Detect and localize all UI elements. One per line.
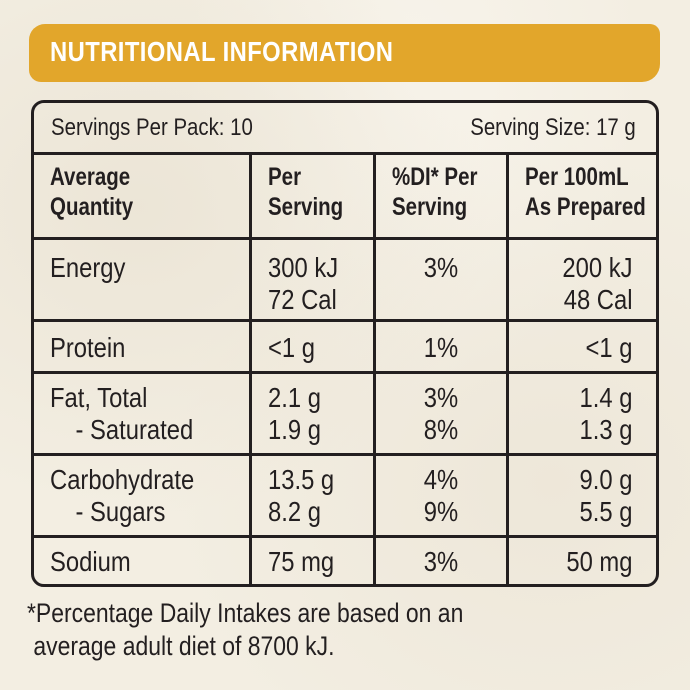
value: 1.4 g: [579, 381, 632, 413]
value: 13.5 g: [267, 463, 334, 495]
per-100ml-cell: 50 mg: [507, 536, 656, 584]
value: 9%: [423, 495, 458, 527]
value: 48 Cal: [563, 283, 632, 315]
value: 8.2 g: [267, 495, 321, 527]
footnote-line: average adult diet of 8700 kJ.: [27, 631, 335, 661]
per-serving-cell: 13.5 g 8.2 g: [250, 454, 376, 538]
header-row: Average Quantity Per Serving %DI* Per Se…: [34, 152, 656, 240]
per-serving-cell: 75 mg: [250, 536, 376, 584]
value: 1.9 g: [267, 413, 321, 445]
table-row: Carbohydrate - Sugars 13.5 g 8.2 g 4% 9%…: [34, 454, 656, 538]
header-text-line: Average: [50, 163, 131, 191]
table-row: Fat, Total - Saturated 2.1 g 1.9 g 3% 8%…: [34, 372, 656, 456]
footnote: *Percentage Daily Intakes are based on a…: [27, 597, 463, 663]
value: 3%: [423, 381, 458, 413]
value: 3%: [423, 545, 458, 577]
value: 5.5 g: [579, 495, 632, 527]
value: 50 mg: [565, 545, 632, 577]
nutrient-name: Carbohydrate: [50, 463, 195, 495]
header-di-per-serving: %DI* Per Serving: [374, 152, 509, 240]
table-row: Sodium 75 mg 3% 50 mg: [34, 536, 656, 584]
nutrient-label: Fat, Total - Saturated: [34, 372, 252, 456]
header-text-line: As Prepared: [524, 193, 646, 221]
header-text-line: Per 100mL: [524, 163, 629, 191]
value: 200 kJ: [561, 251, 632, 283]
nutrient-name: Protein: [50, 331, 126, 363]
nutrition-panel: Servings Per Pack: 10 Serving Size: 17 g…: [31, 100, 659, 587]
di-cell: 3%: [374, 536, 509, 584]
header-per-100ml: Per 100mL As Prepared: [507, 152, 656, 240]
header-text-line: Serving: [267, 193, 343, 221]
value: 4%: [423, 463, 458, 495]
value: 1%: [423, 331, 458, 363]
di-cell: 3% 8%: [374, 372, 509, 456]
value: 72 Cal: [267, 283, 337, 315]
value: <1 g: [267, 331, 315, 363]
value: 8%: [423, 413, 458, 445]
title-banner: NUTRITIONAL INFORMATION: [29, 24, 660, 82]
nutrition-table: Average Quantity Per Serving %DI* Per Se…: [34, 152, 656, 584]
nutrient-sub-name: - Saturated: [75, 413, 194, 445]
per-serving-cell: 2.1 g 1.9 g: [250, 372, 376, 456]
table-row: Protein <1 g 1% <1 g: [34, 320, 656, 374]
nutrient-name: Sodium: [50, 545, 131, 577]
di-cell: 4% 9%: [374, 454, 509, 538]
value: 3%: [423, 251, 458, 283]
per-serving-cell: 300 kJ 72 Cal: [250, 238, 376, 322]
per-100ml-cell: <1 g: [507, 320, 656, 374]
value: 2.1 g: [267, 381, 321, 413]
per-100ml-cell: 200 kJ 48 Cal: [507, 238, 656, 322]
value: 75 mg: [267, 545, 334, 577]
value: <1 g: [585, 331, 632, 363]
nutrient-label: Protein: [34, 320, 252, 374]
nutrient-label: Carbohydrate - Sugars: [34, 454, 252, 538]
per-100ml-cell: 1.4 g 1.3 g: [507, 372, 656, 456]
nutrient-name: Energy: [50, 251, 126, 283]
nutrient-sub-name: - Sugars: [75, 495, 166, 527]
di-cell: 3%: [374, 238, 509, 322]
footnote-line: *Percentage Daily Intakes are based on a…: [27, 598, 464, 628]
table-row: Energy 300 kJ 72 Cal 3% 200 kJ 48 Cal: [34, 238, 656, 322]
header-text-line: Quantity: [50, 193, 134, 221]
nutrient-name: Fat, Total: [50, 381, 148, 413]
header-text-line: Per: [267, 163, 301, 191]
banner-title: NUTRITIONAL INFORMATION: [50, 36, 394, 67]
nutrient-label: Energy: [34, 238, 252, 322]
header-text-line: Serving: [391, 193, 467, 221]
di-cell: 1%: [374, 320, 509, 374]
header-per-serving: Per Serving: [250, 152, 376, 240]
nutrient-label: Sodium: [34, 536, 252, 584]
value: 1.3 g: [579, 413, 632, 445]
header-text-line: %DI* Per: [391, 163, 477, 191]
per-serving-cell: <1 g: [250, 320, 376, 374]
per-100ml-cell: 9.0 g 5.5 g: [507, 454, 656, 538]
value: 300 kJ: [267, 251, 338, 283]
serving-size: Serving Size: 17 g: [470, 114, 636, 141]
servings-per-pack: Servings Per Pack: 10: [51, 114, 253, 141]
header-average-quantity: Average Quantity: [34, 152, 252, 240]
servings-row: Servings Per Pack: 10 Serving Size: 17 g: [34, 103, 656, 155]
value: 9.0 g: [579, 463, 632, 495]
